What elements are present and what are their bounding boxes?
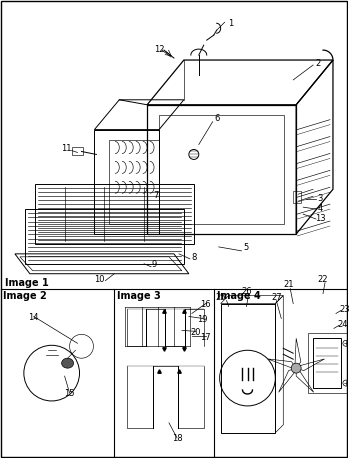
Text: 22: 22 <box>318 274 328 284</box>
Text: 17: 17 <box>201 332 211 341</box>
Text: 5: 5 <box>244 243 249 252</box>
Text: 23: 23 <box>340 304 350 313</box>
Text: Image 4: Image 4 <box>217 290 260 300</box>
Text: 10: 10 <box>94 274 105 284</box>
Text: 26: 26 <box>241 286 252 296</box>
Text: 3: 3 <box>317 193 323 202</box>
Text: 21: 21 <box>283 280 294 289</box>
Bar <box>293 192 301 204</box>
Text: 18: 18 <box>172 433 182 442</box>
Text: 14: 14 <box>29 312 39 321</box>
Text: 19: 19 <box>197 314 208 323</box>
Text: 25: 25 <box>215 292 226 302</box>
Text: 9: 9 <box>152 260 157 269</box>
Text: Image 2: Image 2 <box>3 290 47 300</box>
Text: 7: 7 <box>153 190 159 199</box>
Text: 24: 24 <box>338 319 348 328</box>
Text: Image 1: Image 1 <box>5 277 49 287</box>
Text: Image 3: Image 3 <box>117 290 161 300</box>
Text: 16: 16 <box>201 299 211 308</box>
Text: 4: 4 <box>317 203 323 212</box>
Text: 1: 1 <box>228 19 233 28</box>
Text: 13: 13 <box>315 213 326 222</box>
Text: 27: 27 <box>271 292 282 302</box>
Text: 11: 11 <box>61 144 72 153</box>
Text: 8: 8 <box>191 253 196 262</box>
Text: 15: 15 <box>64 389 75 397</box>
Text: 6: 6 <box>214 114 219 123</box>
Bar <box>71 148 84 156</box>
Text: 20: 20 <box>190 327 201 336</box>
Ellipse shape <box>62 358 74 368</box>
Text: 2: 2 <box>315 58 321 67</box>
Text: 12: 12 <box>154 45 164 54</box>
Bar <box>313 339 341 388</box>
Circle shape <box>291 364 301 373</box>
